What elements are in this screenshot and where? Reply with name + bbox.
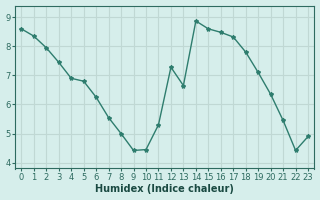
X-axis label: Humidex (Indice chaleur): Humidex (Indice chaleur) [95,184,234,194]
